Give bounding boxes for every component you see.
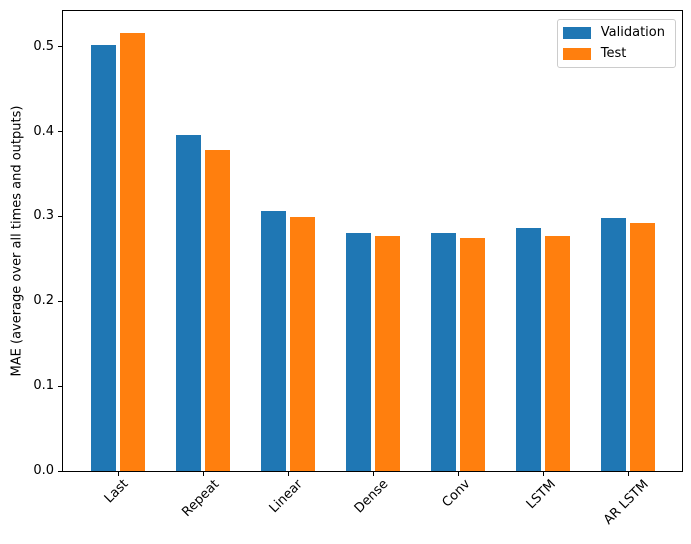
x-tick-label-repeat: Repeat	[179, 477, 223, 521]
bar-test-ar-lstm	[629, 223, 656, 471]
x-tick-mark-last	[118, 472, 119, 476]
y-tick-label-0.5: 0.5	[33, 38, 54, 54]
x-tick-mark-repeat	[203, 472, 204, 476]
y-tick-label-0.1: 0.1	[33, 378, 54, 394]
bar-validation-dense	[345, 232, 372, 471]
legend-item-test: Test	[562, 46, 667, 61]
y-tick-label-0.3: 0.3	[33, 208, 54, 224]
bar-validation-lstm	[515, 228, 542, 471]
legend-item-validation: Validation	[562, 25, 667, 40]
y-tick-label-0.0: 0.0	[33, 463, 54, 478]
x-tick-label-linear: Linear	[266, 476, 306, 517]
bar-validation-last	[90, 44, 117, 471]
bar-validation-linear	[260, 211, 287, 471]
y-tick-mark-0.2	[58, 300, 62, 302]
legend-label-validation: Validation	[600, 25, 665, 40]
x-tick-mark-ar-lstm	[628, 472, 629, 476]
bar-test-lstm	[544, 235, 571, 471]
y-axis-title: MAE (average over all times and outputs)	[9, 105, 25, 377]
y-tick-label-0.2: 0.2	[33, 293, 54, 309]
y-tick-mark-0.0	[58, 470, 62, 472]
x-tick-mark-dense	[373, 472, 374, 476]
bar-test-linear	[289, 217, 316, 471]
bar-test-conv	[459, 238, 486, 471]
bar-validation-repeat	[175, 134, 202, 471]
x-tick-label-ar-lstm: AR LSTM	[600, 477, 652, 528]
bar-validation-ar-lstm	[600, 218, 627, 471]
legend: Validation Test	[556, 19, 676, 68]
bar-test-repeat	[204, 150, 231, 471]
x-tick-mark-conv	[458, 472, 459, 476]
plot-area: Validation Test	[62, 10, 683, 472]
x-tick-label-dense: Dense	[351, 476, 391, 517]
bar-test-last	[119, 33, 146, 471]
test-color-swatch	[562, 47, 591, 60]
x-tick-label-lstm: LSTM	[523, 477, 559, 513]
bar-test-dense	[374, 235, 401, 471]
y-tick-label-0.4: 0.4	[33, 123, 54, 139]
validation-color-swatch	[562, 26, 591, 39]
y-tick-mark-0.3	[58, 215, 62, 217]
y-tick-mark-0.5	[58, 46, 62, 48]
y-tick-mark-0.1	[58, 385, 62, 387]
y-tick-mark-0.4	[58, 131, 62, 133]
x-tick-label-last: Last	[101, 476, 131, 507]
x-tick-mark-lstm	[543, 472, 544, 476]
x-tick-label-conv: Conv	[439, 477, 473, 511]
legend-label-test: Test	[600, 46, 627, 61]
x-tick-mark-linear	[288, 472, 289, 476]
bar-validation-conv	[430, 232, 457, 471]
